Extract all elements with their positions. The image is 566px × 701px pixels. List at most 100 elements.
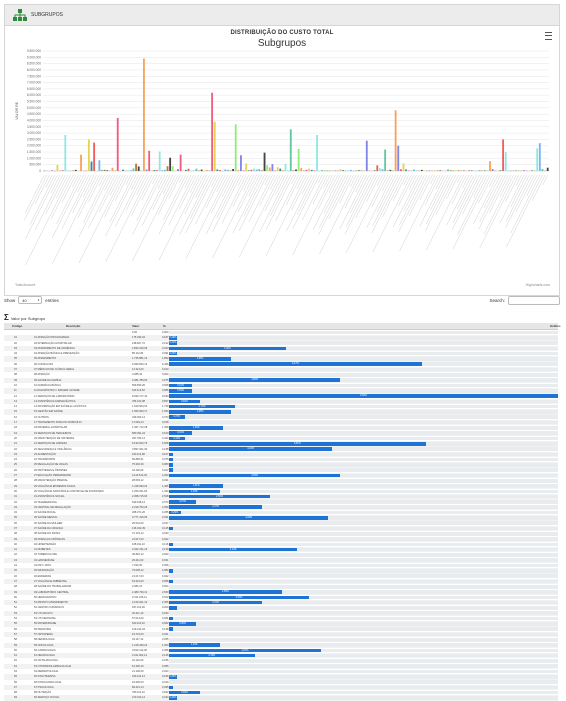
cell-value: 18.200,00 [132, 681, 144, 684]
cell-value: 6.193.002,76 [132, 442, 147, 445]
cell-progress-bar [169, 627, 558, 631]
cell-value: 1.550.300,17 [132, 410, 147, 413]
x-category-label-mark [340, 175, 354, 203]
chart-bar [518, 170, 520, 171]
chart-bar [188, 169, 190, 171]
x-category-label-mark [132, 175, 175, 261]
col-value[interactable]: Valor [132, 324, 139, 328]
col-percent[interactable]: % [163, 324, 166, 328]
x-category-label-mark [463, 175, 470, 188]
chart-bar [143, 59, 145, 171]
cell-progress-bar: 1,41% [169, 484, 558, 488]
cell-description: 19 SERVIÇOS DE TERCEIROS [34, 432, 71, 435]
chart-bar [434, 170, 436, 171]
chart-bar [258, 169, 260, 171]
x-category-label-mark [505, 175, 519, 202]
cell-value: 8.933.717,44 [132, 395, 147, 398]
progress-fill: 0,84% [169, 400, 200, 404]
chart-bar [185, 170, 187, 171]
x-category-label-mark [457, 175, 474, 209]
chart-export-credit[interactable]: Highcharts.com [526, 283, 550, 287]
cell-description: 27 EDUCAÇÃO PERMANENTE [34, 474, 71, 477]
col-description[interactable]: Descrição [66, 324, 80, 328]
cell-progress-bar [169, 680, 558, 684]
cell-value: 51.330,10 [132, 665, 144, 668]
x-category-label-mark [260, 175, 289, 232]
x-category-label-mark [484, 175, 501, 208]
x-category-label-mark [57, 175, 81, 224]
cell-value: 1.735.881,14 [132, 357, 147, 360]
cell-description: 41 DIABETES [34, 548, 50, 551]
progress-fill: 1,30% [169, 643, 220, 647]
chart-bar [219, 170, 221, 171]
x-category-label-mark [276, 175, 286, 195]
y-tick-label: 1.500.000 [27, 150, 41, 154]
chart-bar [439, 170, 441, 171]
chart-bar [198, 170, 200, 171]
x-category-label-mark [393, 175, 406, 201]
cell-description: 50 HEMOCENTRO [34, 596, 56, 599]
y-tick-label: 7.000.000 [27, 81, 41, 85]
x-category-label-mark [78, 175, 100, 218]
cell-progress-bar [169, 606, 558, 610]
x-category-label-mark [126, 175, 144, 211]
progress-fill [169, 686, 173, 690]
cell-progress-bar: 6,47% [169, 362, 558, 366]
cell-progress-bar: 9,53% [169, 394, 558, 398]
entries-select[interactable]: 40 ▾ [18, 296, 42, 304]
cell-code: 06 [14, 363, 17, 366]
x-category-label-mark [473, 175, 498, 224]
y-tick-label: 6.500.000 [27, 87, 41, 91]
col-code[interactable]: Código [12, 324, 22, 328]
progress-fill: 2,53% [169, 495, 270, 499]
progress-fill: 0,37% [169, 415, 185, 419]
cell-description: 43 HANSENÍASE [34, 559, 54, 562]
chart-bar [292, 170, 294, 171]
cell-description: 35 SAÚDE MENTAL [34, 516, 58, 519]
x-category-label-mark [153, 175, 158, 184]
cell-value: 69.882,61 [132, 458, 144, 461]
cell-description: 21 SERVIÇOS DE LIMPEZA [34, 442, 67, 445]
chart-bar [340, 169, 342, 171]
cell-value: 4.116.612,02 [132, 474, 147, 477]
cell-description: 22 SEGURANÇA E VIGILÂNCIA [34, 448, 72, 451]
col-chart[interactable]: Gráfico [550, 324, 561, 328]
hamburger-icon[interactable] [545, 32, 552, 40]
cell-progress-bar [169, 686, 558, 690]
cell-value: 42.110,00 [132, 659, 143, 662]
cell-code: 36 [14, 522, 17, 525]
cell-code: 31 [14, 495, 17, 498]
cell-description: 63 OTORRINOLARINGOLOGIA [34, 665, 71, 668]
cell-progress-bar: 0,61% [169, 384, 558, 388]
cell-code: 03 [14, 347, 17, 350]
chart-bar [264, 153, 266, 171]
x-category-label-mark [131, 175, 152, 216]
x-category-label-mark [46, 175, 53, 188]
cell-code: 69 [14, 696, 17, 699]
chart-bar [389, 170, 391, 171]
cell-value: 1.318.090,22 [132, 485, 147, 488]
x-category-label-mark [506, 175, 542, 247]
chart-bar [230, 170, 232, 171]
chart-bar [237, 170, 239, 171]
cell-code: 50 [14, 596, 17, 599]
chart-bar [416, 170, 418, 171]
cell-code: 49 [14, 591, 17, 594]
x-category-label-mark [217, 175, 226, 192]
cell-description: 26 PRÓTESES E ÓRTESES [34, 469, 67, 472]
chart-bar [316, 135, 318, 171]
chart-bar [334, 170, 336, 171]
chart-bar [167, 166, 169, 171]
chart-bar [290, 129, 292, 171]
progress-fill: 0,09% [169, 352, 177, 356]
chart-bar [180, 155, 182, 171]
chart-bar [106, 170, 108, 171]
progress-fill: 0,83% [169, 691, 200, 695]
cell-progress-bar: 0,42% [169, 437, 558, 441]
cell-value: 780.110,22 [132, 691, 145, 694]
x-category-label-mark [324, 175, 344, 214]
cell-description: 07 MÉDICOS DE CLÍNICA GERAL [34, 368, 74, 371]
search-input[interactable] [508, 296, 560, 305]
progress-fill: 0,62% [169, 431, 192, 435]
